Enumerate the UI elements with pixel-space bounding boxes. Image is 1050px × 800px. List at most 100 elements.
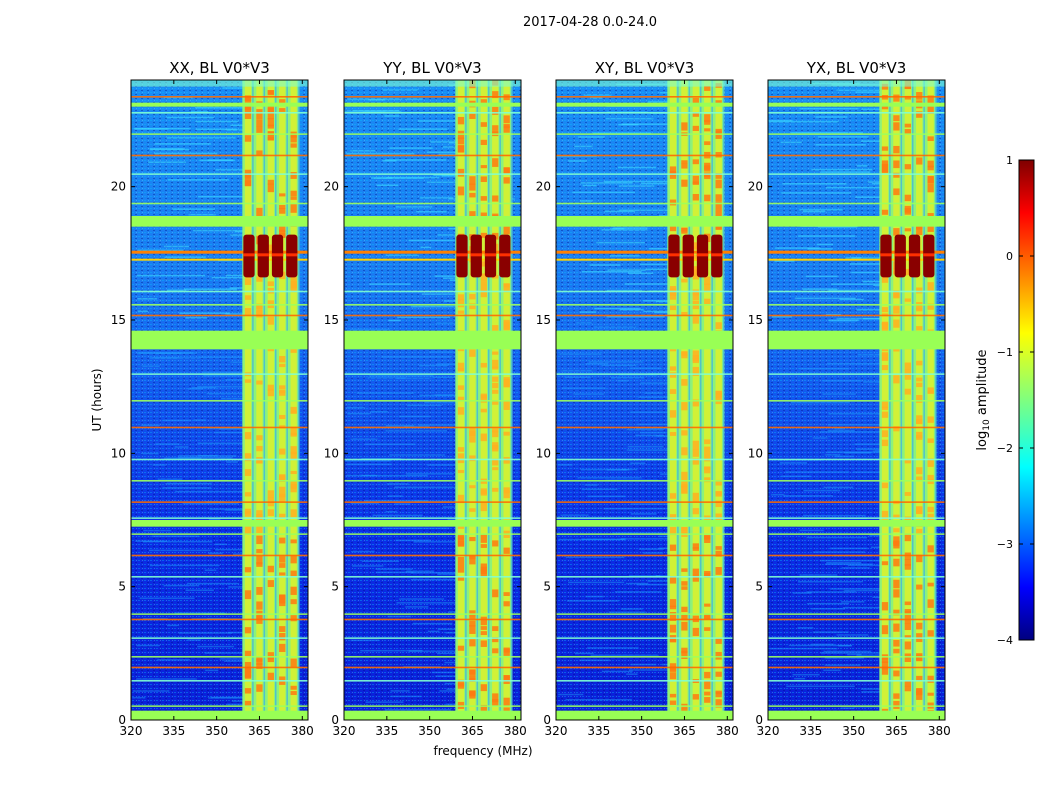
rfi-hotspot (492, 158, 499, 167)
noise-streak (781, 475, 811, 478)
rfi-hotspot (893, 426, 900, 432)
y-tick-label: 10 (748, 446, 763, 460)
flag-line (768, 618, 945, 621)
rfi-hotspot (290, 481, 297, 489)
rfi-hotspot (916, 691, 923, 700)
rfi-hotspot (480, 176, 487, 182)
noise-streak (788, 644, 852, 647)
rfi-hotspot (457, 385, 465, 390)
rfi-hotspot (267, 107, 274, 114)
rfi-hotspot (244, 492, 252, 497)
noise-streak (610, 376, 644, 379)
rfi-hotspot (692, 97, 699, 105)
rfi-hotspot (267, 388, 274, 397)
noise-streak (837, 645, 852, 647)
burst-line (556, 258, 733, 261)
rfi-hotspot (927, 165, 934, 171)
noise-streak (364, 499, 429, 502)
flag-line (131, 680, 308, 682)
noise-streak (386, 483, 409, 485)
rfi-hotspot (904, 559, 911, 566)
rfi-hotspot (669, 366, 677, 371)
noise-streak (162, 487, 212, 489)
flag-block (131, 710, 308, 720)
rfi-hotspot (715, 550, 722, 557)
noise-streak (606, 315, 665, 318)
rfi-hotspot (279, 108, 286, 112)
rfi-hotspot (256, 435, 263, 441)
panel-title: YY, BL V0*V3 (382, 59, 481, 77)
noise-streak (852, 471, 893, 473)
noise-streak (640, 431, 666, 434)
x-tick-label: 320 (333, 724, 356, 738)
rfi-hotspot (279, 363, 286, 368)
rfi-hotspot (457, 469, 465, 474)
noise-streak (157, 659, 190, 661)
y-tick-label: 5 (543, 580, 551, 594)
burst-line (344, 258, 521, 261)
rfi-hotspot (715, 671, 722, 677)
rfi-hotspot (469, 183, 476, 191)
flag-line (556, 202, 733, 205)
rfi-hotspot (893, 693, 900, 699)
noise-streak (792, 673, 820, 676)
rfi-hotspot (893, 623, 900, 632)
rfi-hotspot (244, 508, 252, 514)
noise-streak (350, 639, 379, 642)
y-tick-label: 20 (536, 180, 551, 194)
noise-streak (184, 288, 237, 291)
noise-streak (655, 574, 672, 577)
rfi-hotspot (244, 688, 252, 694)
rfi-hotspot (267, 110, 274, 120)
rfi-hotspot (881, 274, 889, 283)
noise-streak (195, 128, 237, 131)
noise-streak (163, 96, 193, 99)
noise-streak (187, 388, 203, 390)
noise-streak (638, 548, 664, 550)
burst-highlight (484, 253, 497, 257)
noise-streak (421, 293, 479, 295)
noise-streak (136, 644, 161, 647)
flag-line (768, 304, 945, 306)
noise-streak (163, 584, 200, 587)
noise-streak (385, 430, 448, 432)
rfi-hotspot (457, 362, 465, 372)
rfi-hotspot (692, 193, 699, 201)
flag-line (768, 290, 945, 293)
rfi-hotspot (267, 118, 274, 127)
flag-line (556, 400, 733, 402)
rfi-hotspot (692, 449, 699, 457)
rfi-hotspot (503, 379, 510, 388)
noise-streak (178, 455, 237, 457)
noise-streak (143, 529, 172, 532)
rfi-hotspot (669, 544, 677, 551)
rfi-hotspot (244, 590, 252, 600)
noise-streak (408, 239, 455, 242)
rfi-hotspot (279, 493, 286, 498)
rfi-hotspot (904, 641, 911, 650)
rfi-hotspot (256, 610, 263, 620)
rfi-hotspot (457, 453, 465, 459)
panel-3: XY, BL V0*V3 320 335 350 365 380 0 5 10 15 20 (536, 59, 739, 738)
noise-streak (405, 570, 434, 572)
panel-1: XX, BL V0*V3 320 335 350 365 380 0 5 10 15 20 UT (h… (90, 59, 314, 738)
noise-streak (178, 456, 233, 459)
noise-streak (207, 697, 262, 699)
noise-streak (624, 283, 683, 285)
figure-title: 2017-04-28 0.0-24.0 (523, 15, 657, 30)
noise-streak (579, 659, 610, 662)
noise-streak (630, 411, 700, 413)
noise-streak (797, 627, 814, 629)
rfi-hotspot (916, 688, 923, 694)
rfi-hotspot (256, 549, 263, 554)
noise-streak (172, 208, 215, 210)
rfi-hotspot (457, 310, 465, 314)
rfi-hotspot (256, 380, 263, 385)
rfi-hotspot (916, 157, 923, 165)
y-tick-label: 15 (111, 313, 126, 327)
x-tick-label: 350 (418, 724, 441, 738)
rfi-hotspot (469, 508, 476, 512)
rfi-hotspot (881, 307, 889, 313)
noise-streak (187, 639, 201, 641)
noise-streak (205, 669, 219, 672)
